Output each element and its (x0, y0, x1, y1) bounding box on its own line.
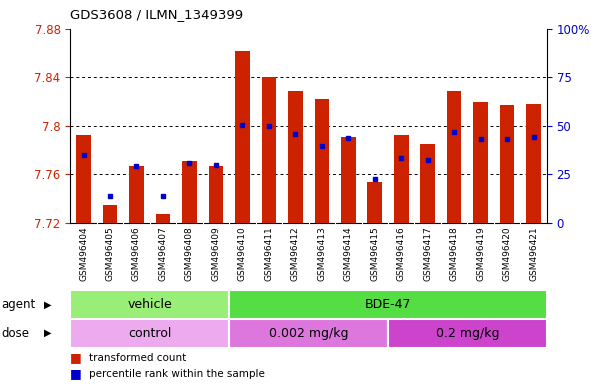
Bar (103, 205, 117, 223)
Text: GDS3608 / ILMN_1349399: GDS3608 / ILMN_1349399 (70, 8, 243, 21)
Bar (474, 101, 488, 223)
Bar (388, 319, 547, 348)
Bar (500, 105, 514, 223)
Text: GSM496409: GSM496409 (211, 226, 221, 281)
Text: ■: ■ (70, 367, 82, 380)
Bar (76, 136, 91, 223)
Text: ▶: ▶ (44, 299, 51, 310)
Bar (262, 77, 276, 223)
Text: GSM496413: GSM496413 (317, 226, 326, 281)
Text: ■: ■ (70, 351, 82, 364)
Text: GSM496415: GSM496415 (370, 226, 379, 281)
Text: GSM496411: GSM496411 (265, 226, 273, 281)
Bar (315, 99, 329, 223)
Text: GSM496406: GSM496406 (132, 226, 141, 281)
Text: GSM496416: GSM496416 (397, 226, 406, 281)
Bar (129, 166, 144, 223)
Text: GSM496405: GSM496405 (106, 226, 114, 281)
Text: GSM496410: GSM496410 (238, 226, 247, 281)
Text: GSM496421: GSM496421 (529, 226, 538, 281)
Bar (156, 214, 170, 223)
Text: ▶: ▶ (44, 328, 51, 338)
Bar (447, 91, 461, 223)
Bar (420, 144, 435, 223)
Bar (526, 104, 541, 223)
Text: BDE-47: BDE-47 (365, 298, 411, 311)
Text: agent: agent (1, 298, 35, 311)
Bar (367, 182, 382, 223)
Text: 0.2 mg/kg: 0.2 mg/kg (436, 327, 499, 339)
Bar (394, 136, 409, 223)
Text: GSM496419: GSM496419 (476, 226, 485, 281)
Bar (235, 51, 250, 223)
Bar (70, 319, 229, 348)
Bar (70, 290, 229, 319)
Text: GSM496418: GSM496418 (450, 226, 459, 281)
Text: GSM496414: GSM496414 (344, 226, 353, 281)
Bar (208, 166, 223, 223)
Text: control: control (128, 327, 171, 339)
Text: percentile rank within the sample: percentile rank within the sample (89, 369, 265, 379)
Bar (229, 290, 547, 319)
Text: dose: dose (1, 327, 29, 339)
Bar (229, 319, 388, 348)
Bar (182, 161, 197, 223)
Text: 0.002 mg/kg: 0.002 mg/kg (269, 327, 348, 339)
Text: GSM496420: GSM496420 (503, 226, 511, 281)
Text: vehicle: vehicle (127, 298, 172, 311)
Bar (341, 137, 356, 223)
Text: transformed count: transformed count (89, 353, 186, 363)
Bar (288, 91, 302, 223)
Text: GSM496408: GSM496408 (185, 226, 194, 281)
Text: GSM496417: GSM496417 (423, 226, 432, 281)
Text: GSM496407: GSM496407 (158, 226, 167, 281)
Text: GSM496404: GSM496404 (79, 226, 88, 281)
Text: GSM496412: GSM496412 (291, 226, 300, 281)
